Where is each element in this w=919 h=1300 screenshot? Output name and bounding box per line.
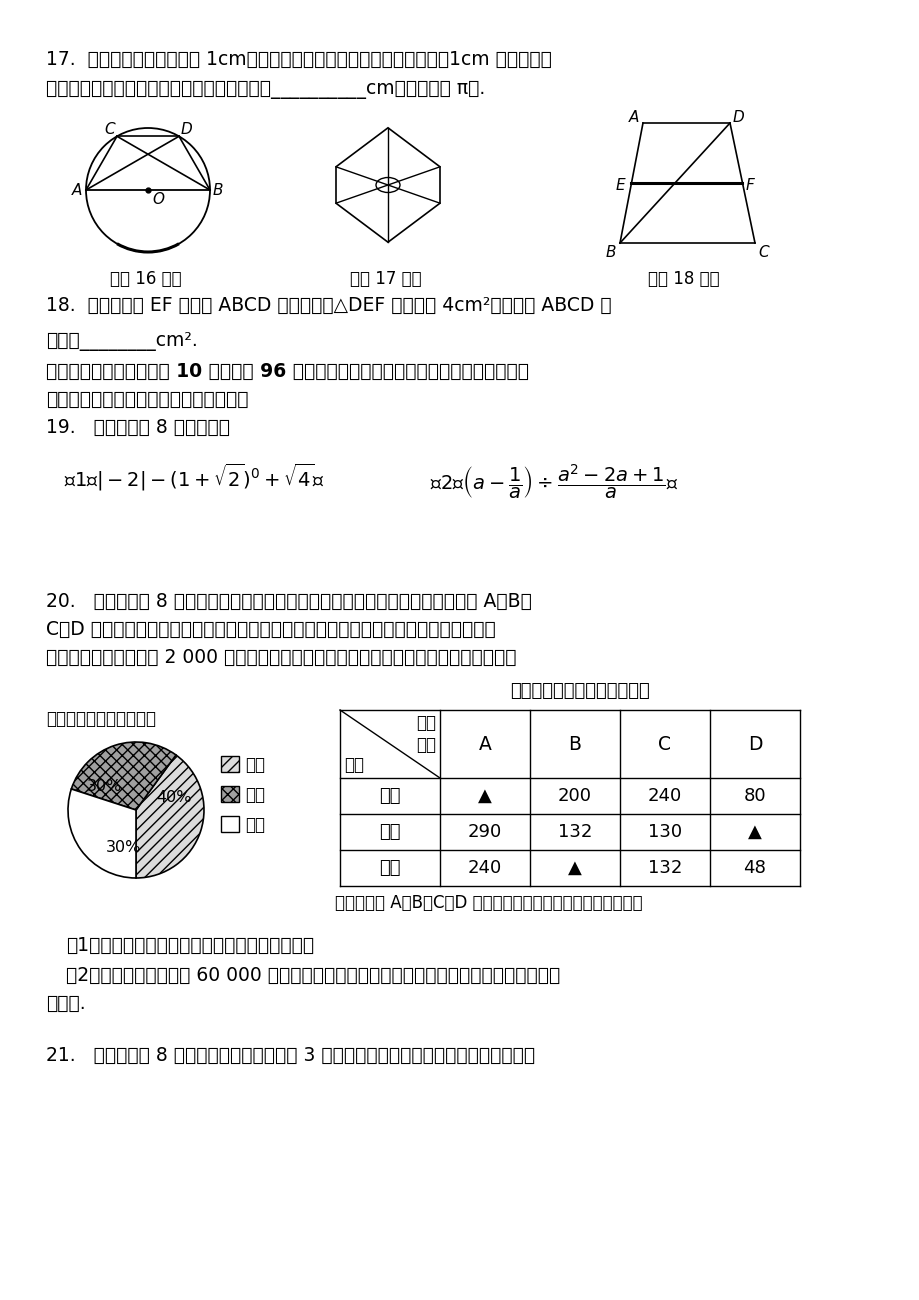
Bar: [221, 816, 239, 832]
Text: F: F: [744, 178, 754, 192]
Text: 人数: 人数: [415, 736, 436, 754]
Wedge shape: [136, 755, 204, 878]
Text: ▲: ▲: [478, 786, 492, 805]
Text: 80: 80: [743, 786, 766, 805]
Text: 各类学生成绩人数比例统计表: 各类学生成绩人数比例统计表: [509, 682, 649, 699]
Text: D: D: [732, 111, 744, 125]
Text: 21.   （本题满分 8 分）一家医院某天出生了 3 个婴儿，假设生男生女的机会相同，那么这: 21. （本题满分 8 分）一家医院某天出生了 3 个婴儿，假设生男生女的机会相…: [46, 1046, 535, 1065]
Text: 类别: 类别: [344, 757, 364, 773]
Text: A: A: [478, 734, 491, 754]
Text: （注：等第 A、B、C、D 分别代表优秀、良好、合格、不合格）: （注：等第 A、B、C、D 分别代表优秀、良好、合格、不合格）: [335, 894, 642, 913]
Text: （第 18 题）: （第 18 题）: [647, 270, 719, 289]
Text: ▲: ▲: [747, 823, 761, 841]
Text: 必要的文字说明、证明过程或演算步骤）: 必要的文字说明、证明过程或演算步骤）: [46, 390, 248, 410]
Text: （第 16 题）: （第 16 题）: [110, 270, 181, 289]
Text: O: O: [152, 192, 164, 207]
Text: C: C: [757, 244, 767, 260]
Text: （第 17 题）: （第 17 题）: [349, 270, 421, 289]
Text: 弧（如图），则所得到的三条弧的长度之和为__________cm（结果保留 π）.: 弧（如图），则所得到的三条弧的长度之和为__________cm（结果保留 π）…: [46, 81, 484, 99]
Text: 130: 130: [647, 823, 681, 841]
Text: B: B: [213, 183, 223, 198]
Wedge shape: [72, 742, 176, 810]
Text: 200: 200: [558, 786, 591, 805]
Text: 17.  已知正六边形的边长为 1cm，分别以它的三个不相邻的顶点为圆心，1cm 长为半径画: 17. 已知正六边形的边长为 1cm，分别以它的三个不相邻的顶点为圆心，1cm …: [46, 49, 551, 69]
Wedge shape: [68, 789, 136, 878]
Text: 农村: 农村: [379, 786, 401, 805]
Text: 的人数.: 的人数.: [46, 994, 85, 1013]
Text: 三、解答题（本大题共有 10 小题，共 96 分．请在答题卡指定区域内作答，解答时应写出: 三、解答题（本大题共有 10 小题，共 96 分．请在答题卡指定区域内作答，解答…: [46, 361, 528, 381]
Text: $\text{（2）} \left(a-\dfrac{1}{a}\right)\div\dfrac{a^2-2a+1}{a}$．: $\text{（2）} \left(a-\dfrac{1}{a}\right)\…: [429, 462, 677, 501]
Text: 城市: 城市: [244, 816, 265, 835]
Text: 各类学生人数比例统计图: 各类学生人数比例统计图: [46, 710, 156, 728]
Text: C: C: [104, 122, 115, 138]
Text: 等第: 等第: [415, 714, 436, 732]
Text: 20.   （本题满分 8 分）某市对九年级学生进行了一次学业水平测试，成绩评定分 A、B、: 20. （本题满分 8 分）某市对九年级学生进行了一次学业水平测试，成绩评定分 …: [46, 592, 531, 611]
Text: 290: 290: [468, 823, 502, 841]
Text: D: D: [181, 122, 193, 138]
Text: 县镇: 县镇: [244, 786, 265, 803]
Text: D: D: [747, 734, 762, 754]
Text: A: A: [629, 111, 639, 125]
Bar: [221, 757, 239, 772]
Text: $\text{（1）} |-2|-(1+\sqrt{2})^0+\sqrt{4}$；: $\text{（1）} |-2|-(1+\sqrt{2})^0+\sqrt{4}…: [64, 462, 324, 493]
Text: 类群体的学生中共抽取 2 000 名学生的数学成绩进行统计分析，相应数据的统计图表如下: 类群体的学生中共抽取 2 000 名学生的数学成绩进行统计分析，相应数据的统计图…: [46, 647, 516, 667]
Text: 城市: 城市: [379, 859, 401, 878]
Text: 18.  如图，已知 EF 是梯形 ABCD 的中位线，△DEF 的面积为 4cm²，则梯形 ABCD 的: 18. 如图，已知 EF 是梯形 ABCD 的中位线，△DEF 的面积为 4cm…: [46, 296, 611, 315]
Text: ▲: ▲: [567, 859, 582, 878]
Text: B: B: [568, 734, 581, 754]
Text: A: A: [72, 183, 83, 198]
Text: 40%: 40%: [155, 790, 191, 805]
Text: 132: 132: [647, 859, 682, 878]
Text: 30%: 30%: [86, 779, 121, 794]
Text: 30%: 30%: [106, 840, 142, 855]
Text: C: C: [658, 734, 671, 754]
Text: 农村: 农村: [244, 757, 265, 773]
Text: （1）请将上面表格中缺少的三个数据补充完整；: （1）请将上面表格中缺少的三个数据补充完整；: [66, 936, 313, 956]
Text: 19.   （本题满分 8 分）计算：: 19. （本题满分 8 分）计算：: [46, 419, 230, 437]
Text: C、D 四个等第．为了解这次数学测试成绩情况，相关部门从该市的农村、县镇、城市三: C、D 四个等第．为了解这次数学测试成绩情况，相关部门从该市的农村、县镇、城市三: [46, 620, 495, 640]
Bar: [221, 786, 239, 802]
Text: E: E: [615, 178, 624, 192]
Text: 面积为________cm².: 面积为________cm².: [46, 332, 198, 351]
Text: 48: 48: [743, 859, 766, 878]
Text: B: B: [606, 244, 616, 260]
Text: （2）若该市九年级共有 60 000 名学生参加测试，试估计该市学生成绩合格以上（含合格）: （2）若该市九年级共有 60 000 名学生参加测试，试估计该市学生成绩合格以上…: [66, 966, 560, 985]
Text: 县镇: 县镇: [379, 823, 401, 841]
Text: 240: 240: [647, 786, 681, 805]
Text: 132: 132: [557, 823, 592, 841]
Text: 240: 240: [468, 859, 502, 878]
